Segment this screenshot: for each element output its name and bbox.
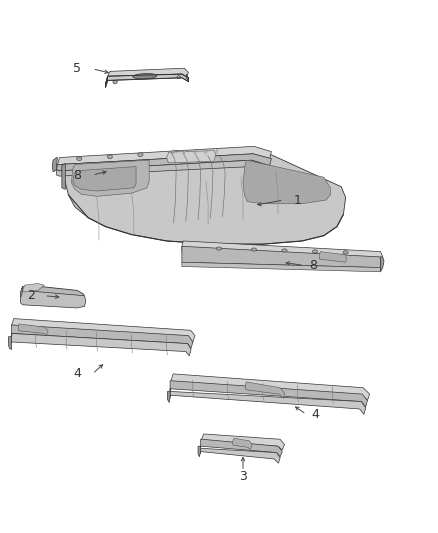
Polygon shape xyxy=(182,246,381,268)
Ellipse shape xyxy=(343,251,348,254)
Polygon shape xyxy=(243,160,330,204)
Polygon shape xyxy=(169,391,366,414)
Polygon shape xyxy=(319,252,346,262)
Text: 1: 1 xyxy=(293,193,301,207)
Polygon shape xyxy=(71,160,149,196)
Polygon shape xyxy=(186,74,188,82)
Polygon shape xyxy=(62,164,65,189)
Polygon shape xyxy=(9,337,12,350)
Polygon shape xyxy=(22,284,44,292)
Polygon shape xyxy=(18,324,48,336)
Polygon shape xyxy=(20,285,85,303)
Polygon shape xyxy=(20,287,22,297)
Polygon shape xyxy=(215,150,218,154)
Polygon shape xyxy=(183,150,185,154)
Ellipse shape xyxy=(216,247,222,250)
Polygon shape xyxy=(62,150,346,244)
Ellipse shape xyxy=(312,250,318,253)
Polygon shape xyxy=(182,262,381,272)
Polygon shape xyxy=(198,446,201,457)
Polygon shape xyxy=(57,154,272,171)
Polygon shape xyxy=(170,381,367,407)
Polygon shape xyxy=(201,434,285,450)
Polygon shape xyxy=(381,257,384,272)
Text: 8: 8 xyxy=(73,168,81,182)
Polygon shape xyxy=(73,166,136,191)
Ellipse shape xyxy=(177,76,180,79)
Ellipse shape xyxy=(107,155,113,158)
Polygon shape xyxy=(106,76,108,88)
Polygon shape xyxy=(12,325,193,349)
Polygon shape xyxy=(57,160,270,176)
Polygon shape xyxy=(12,319,195,342)
Text: 4: 4 xyxy=(73,367,81,381)
Polygon shape xyxy=(52,158,57,172)
Polygon shape xyxy=(200,448,280,463)
Text: 8: 8 xyxy=(309,259,317,272)
Text: 5: 5 xyxy=(73,62,81,75)
Polygon shape xyxy=(232,438,252,449)
Text: 2: 2 xyxy=(27,289,35,302)
Ellipse shape xyxy=(138,153,143,157)
Polygon shape xyxy=(12,334,191,356)
Polygon shape xyxy=(171,374,370,400)
Polygon shape xyxy=(166,151,215,163)
Ellipse shape xyxy=(77,157,82,160)
Ellipse shape xyxy=(282,249,287,252)
Polygon shape xyxy=(57,147,272,165)
Polygon shape xyxy=(194,150,196,154)
Polygon shape xyxy=(167,391,170,402)
Text: 3: 3 xyxy=(239,470,247,483)
Polygon shape xyxy=(205,150,207,154)
Text: 4: 4 xyxy=(311,408,319,421)
Polygon shape xyxy=(172,150,174,154)
Ellipse shape xyxy=(173,150,178,154)
Polygon shape xyxy=(182,241,383,262)
Ellipse shape xyxy=(133,74,157,79)
Polygon shape xyxy=(20,290,86,308)
Ellipse shape xyxy=(251,248,257,251)
Polygon shape xyxy=(201,439,283,457)
Ellipse shape xyxy=(113,80,117,84)
Polygon shape xyxy=(106,74,188,88)
Polygon shape xyxy=(245,382,285,398)
Polygon shape xyxy=(108,68,188,77)
